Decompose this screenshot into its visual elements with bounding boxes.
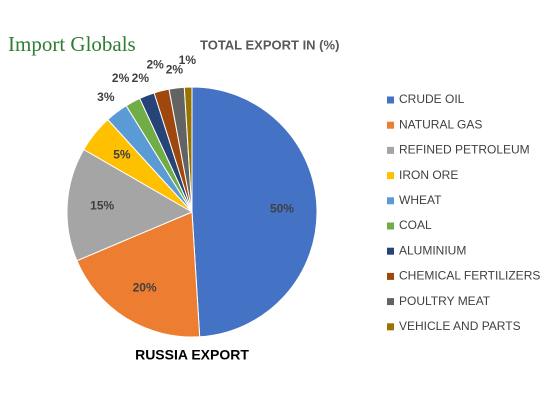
pie-slice (66, 148, 194, 262)
logo: Import Globals (8, 32, 136, 56)
legend-label: POULTRY MEAT (399, 294, 491, 308)
legend-label: NATURAL GAS (399, 117, 482, 131)
legend-swatch (387, 247, 394, 255)
data-label: 2% (112, 71, 130, 85)
legend-label: VEHICLE AND PARTS (399, 319, 521, 333)
data-label: 2% (146, 58, 164, 72)
chart-title: TOTAL EXPORT IN (%) (200, 37, 339, 52)
pie-slice (76, 211, 201, 338)
pie-slice (183, 86, 193, 213)
legend-label: ALUMINIUM (399, 243, 466, 257)
data-label: 5% (113, 148, 131, 162)
data-label: 2% (132, 71, 150, 85)
legend-swatch (387, 96, 394, 104)
chart-subtitle: RUSSIA EXPORT (135, 347, 249, 363)
legend-label: REFINED PETROLEUM (399, 143, 530, 157)
legend-label: CHEMICAL FERTILIZERS (399, 269, 540, 283)
pie-slice (191, 86, 318, 338)
legend-swatch (387, 146, 394, 154)
legend-label: CRUDE OIL (399, 92, 465, 106)
legend-swatch (387, 323, 394, 331)
legend-swatch (387, 172, 394, 180)
legend-swatch (387, 197, 394, 205)
data-label: 50% (270, 201, 294, 215)
legend-swatch (387, 222, 394, 230)
legend-swatch (387, 272, 394, 280)
data-label: 15% (90, 199, 114, 213)
data-label: 20% (133, 281, 157, 295)
data-label: 3% (97, 90, 115, 104)
legend-label: COAL (399, 218, 432, 232)
legend-swatch (387, 121, 394, 129)
data-label: 2% (166, 62, 184, 76)
data-label: 1% (179, 53, 197, 67)
legend-label: IRON ORE (399, 168, 458, 182)
legend-label: WHEAT (399, 193, 442, 207)
legend-swatch (387, 298, 394, 306)
